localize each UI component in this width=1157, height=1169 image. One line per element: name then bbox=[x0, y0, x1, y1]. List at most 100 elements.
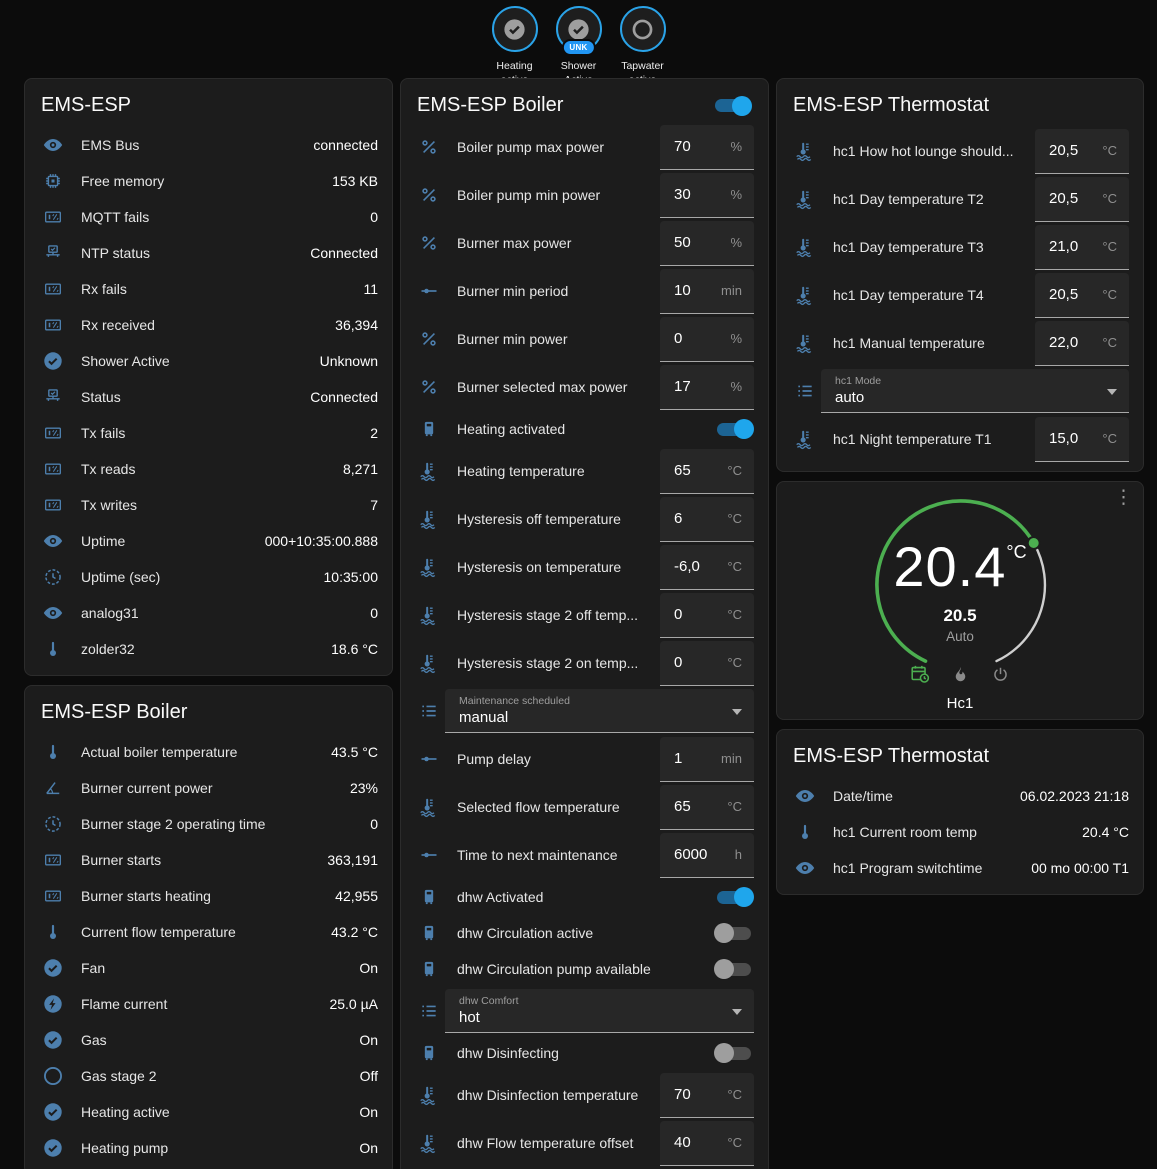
number-input[interactable]: 6 °C bbox=[660, 496, 754, 542]
number-input[interactable]: 21,0 °C bbox=[1035, 224, 1129, 270]
entity-row[interactable]: Rx fails 11 bbox=[25, 271, 392, 307]
select-input[interactable]: dhw Comfort hot bbox=[445, 989, 754, 1033]
number-input[interactable]: 70% bbox=[660, 124, 754, 170]
number-unit: °C bbox=[1102, 239, 1117, 254]
entity-row[interactable]: Burner current power 23% bbox=[25, 770, 392, 806]
entity-row[interactable]: Burner starts 363,191 bbox=[25, 842, 392, 878]
entity-row: Hysteresis off temperature 6 °C bbox=[401, 495, 768, 543]
chevron-down-icon bbox=[732, 1008, 742, 1015]
toggle-switch[interactable] bbox=[714, 418, 754, 440]
toggle-switch[interactable] bbox=[714, 1042, 754, 1064]
entity-row[interactable]: Tx reads 8,271 bbox=[25, 451, 392, 487]
entity-row[interactable]: Status Connected bbox=[25, 379, 392, 415]
number-unit: min bbox=[721, 751, 742, 766]
entity-row[interactable]: zolder32 18.6 °C bbox=[25, 631, 392, 667]
dial-knob[interactable] bbox=[1026, 536, 1041, 550]
number-input[interactable]: 0% bbox=[660, 316, 754, 362]
entity-row[interactable]: Fan On bbox=[25, 950, 392, 986]
entity-row: Time to next maintenance 6000 h bbox=[401, 831, 768, 879]
entity-row: Burner min power 0% bbox=[401, 315, 768, 363]
number-input[interactable]: 20,5 °C bbox=[1035, 272, 1129, 318]
number-input[interactable]: 20,5 °C bbox=[1035, 128, 1129, 174]
select-input[interactable]: hc1 Mode auto bbox=[821, 369, 1129, 413]
number-input[interactable]: 1 min bbox=[660, 736, 754, 782]
entity-row[interactable]: Flame current 25.0 µA bbox=[25, 986, 392, 1022]
entity-row[interactable]: hc1 Program switchtime 00 mo 00:00 T1 bbox=[777, 850, 1143, 886]
entity-row[interactable]: hc1 Current room temp 20.4 °C bbox=[777, 814, 1143, 850]
number-input[interactable]: 6000 h bbox=[660, 832, 754, 878]
number-input[interactable]: 70 °C bbox=[660, 1072, 754, 1118]
number-input[interactable]: 50% bbox=[660, 220, 754, 266]
entity-row[interactable]: EMS Bus connected bbox=[25, 127, 392, 163]
entity-row[interactable]: Current flow temperature 43.2 °C bbox=[25, 914, 392, 950]
entity-row[interactable]: Heating pump On bbox=[25, 1130, 392, 1166]
entity-row: dhw Disinfection temperature 70 °C bbox=[401, 1071, 768, 1119]
entity-label: Status bbox=[81, 389, 121, 405]
entity-label: Pump delay bbox=[457, 751, 531, 767]
thermo-water-icon bbox=[413, 1132, 445, 1154]
toggle-switch[interactable] bbox=[714, 922, 754, 944]
entity-row[interactable]: Heating active On bbox=[25, 1094, 392, 1130]
number-input[interactable]: 15,0 °C bbox=[1035, 416, 1129, 462]
entity-row[interactable]: Actual boiler temperature 43.5 °C bbox=[25, 734, 392, 770]
toggle-switch[interactable] bbox=[714, 886, 754, 908]
entity-row[interactable]: Gas stage 2 Off bbox=[25, 1058, 392, 1094]
entity-row[interactable]: analog31 0 bbox=[25, 595, 392, 631]
toggle-switch[interactable] bbox=[714, 958, 754, 980]
entity-row[interactable]: MQTT fails 0 bbox=[25, 199, 392, 235]
entity-row: dhw Activated bbox=[401, 879, 768, 915]
number-unit: °C bbox=[727, 1087, 742, 1102]
entity-label: Hysteresis on temperature bbox=[457, 559, 622, 575]
entity-row: Hysteresis stage 2 on temp... 0 °C bbox=[401, 639, 768, 687]
thermostat-dial[interactable] bbox=[777, 482, 1144, 720]
number-unit: °C bbox=[1102, 335, 1117, 350]
entity-label: MQTT fails bbox=[81, 209, 150, 225]
entity-row[interactable]: Uptime 000+10:35:00.888 bbox=[25, 523, 392, 559]
network-icon bbox=[37, 387, 69, 407]
number-unit: % bbox=[730, 331, 742, 346]
dots-vertical-icon[interactable]: ⋮ bbox=[1114, 487, 1133, 508]
number-input[interactable]: 20,5 °C bbox=[1035, 176, 1129, 222]
boiler-icon bbox=[413, 1043, 445, 1063]
number-input[interactable]: 22,0 °C bbox=[1035, 320, 1129, 366]
entity-row[interactable]: Free memory 153 KB bbox=[25, 163, 392, 199]
entity-row[interactable]: Tx writes 7 bbox=[25, 487, 392, 523]
calendar-clock-icon[interactable] bbox=[908, 662, 932, 686]
entity-row[interactable]: Rx received 36,394 bbox=[25, 307, 392, 343]
number-unit: h bbox=[734, 847, 742, 862]
number-input[interactable]: 30% bbox=[660, 172, 754, 218]
power-icon[interactable] bbox=[988, 662, 1012, 686]
fire-icon[interactable] bbox=[948, 662, 972, 686]
header-badge[interactable]: Heating active bbox=[484, 6, 546, 87]
select-input[interactable]: Maintenance scheduled manual bbox=[445, 689, 754, 733]
circle-outline-icon bbox=[632, 19, 653, 39]
entity-row[interactable]: Tx fails 2 bbox=[25, 415, 392, 451]
header-badge[interactable]: Tapwater active bbox=[612, 6, 674, 87]
entity-row[interactable]: Burner starts heating 42,955 bbox=[25, 878, 392, 914]
card-title: EMS-ESP Boiler bbox=[417, 94, 564, 116]
entity-row: hc1 How hot lounge should... 20,5 °C bbox=[777, 127, 1143, 175]
entity-row: Heating activated bbox=[401, 411, 768, 447]
number-input[interactable]: 40 °C bbox=[660, 1120, 754, 1166]
number-input[interactable]: 0 °C bbox=[660, 640, 754, 686]
entity-row[interactable]: Gas On bbox=[25, 1022, 392, 1058]
number-input[interactable]: 65 °C bbox=[660, 448, 754, 494]
number-input[interactable]: -6,0 °C bbox=[660, 544, 754, 590]
entity-rows: hc1 How hot lounge should... 20,5 °C hc1 Da… bbox=[777, 123, 1143, 471]
number-input[interactable]: 65 °C bbox=[660, 784, 754, 830]
boiler-master-toggle[interactable] bbox=[712, 95, 752, 117]
entity-row[interactable]: Uptime (sec) 10:35:00 bbox=[25, 559, 392, 595]
entity-value: 2 bbox=[370, 425, 378, 441]
number-input[interactable]: 17% bbox=[660, 364, 754, 410]
column-middle: EMS-ESP Boiler Boiler pump max power 70% B… bbox=[400, 78, 769, 1169]
top-badges-bar: Heating activeUNKShower ActiveTapwater a… bbox=[0, 0, 1157, 86]
entity-label: hc1 Program switchtime bbox=[833, 860, 983, 876]
entity-row[interactable]: Date/time 06.02.2023 21:18 bbox=[777, 778, 1143, 814]
number-input[interactable]: 10 min bbox=[660, 268, 754, 314]
entity-row[interactable]: Shower Active Unknown bbox=[25, 343, 392, 379]
entity-row[interactable]: NTP status Connected bbox=[25, 235, 392, 271]
entity-label: dhw Disinfecting bbox=[457, 1045, 559, 1061]
entity-row[interactable]: Burner stage 2 operating time 0 bbox=[25, 806, 392, 842]
number-input[interactable]: 0 °C bbox=[660, 592, 754, 638]
